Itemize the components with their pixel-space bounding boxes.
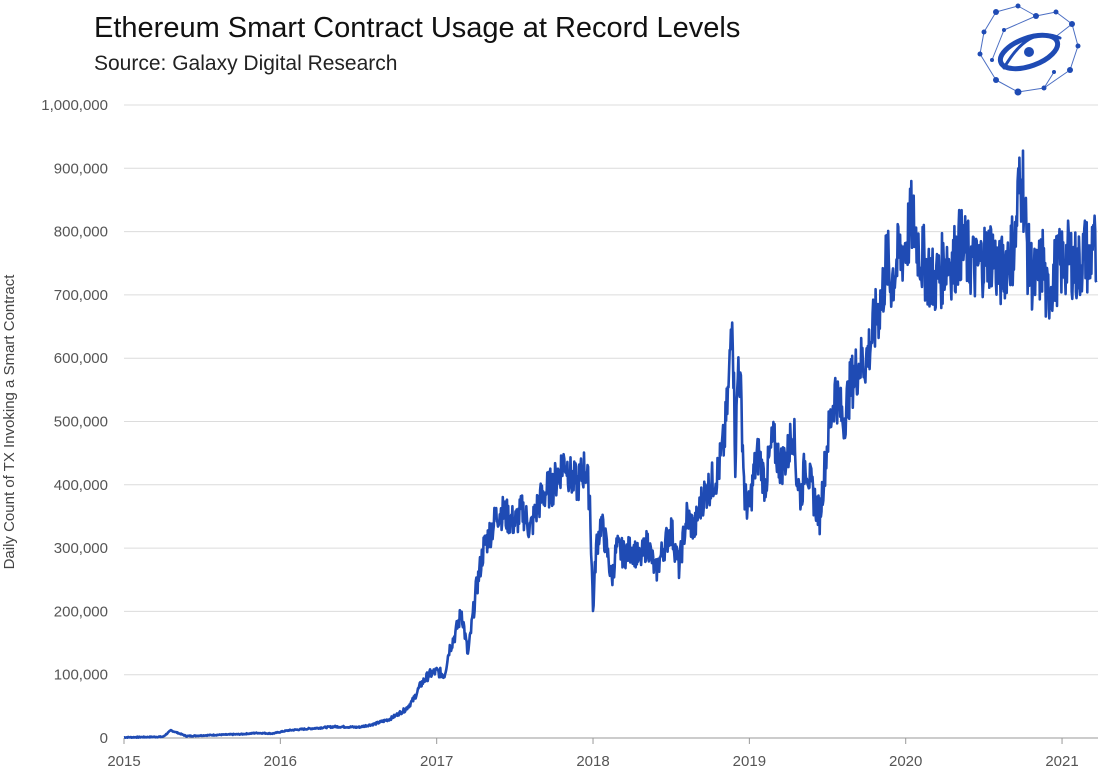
gridlines: [123, 104, 1098, 744]
y-tick-label: 600,000: [54, 350, 108, 367]
y-tick-label: 1,000,000: [41, 97, 108, 114]
x-tick-label: 2019: [733, 753, 766, 770]
x-tick-label: 2016: [264, 753, 297, 770]
y-tick-label: 300,000: [54, 540, 108, 557]
x-axis-ticks: 2015 2016 2017 2018 2019 2020 2021: [107, 753, 1078, 770]
x-tick-label: 2017: [420, 753, 453, 770]
y-tick-label: 400,000: [54, 477, 108, 494]
galaxy-logo-icon: [977, 3, 1081, 96]
y-tick-label: 800,000: [54, 224, 108, 241]
chart-subtitle: Source: Galaxy Digital Research: [94, 52, 398, 75]
x-tick-label: 2020: [889, 753, 922, 770]
y-tick-label: 700,000: [54, 287, 108, 304]
y-tick-label: 900,000: [54, 160, 108, 177]
y-tick-label: 0: [100, 730, 108, 747]
series-line: [123, 149, 1098, 739]
x-tick-label: 2015: [107, 753, 140, 770]
x-tick-label: 2021: [1045, 753, 1078, 770]
y-tick-label: 200,000: [54, 603, 108, 620]
series-layer: [123, 149, 1098, 739]
y-axis-ticks: 0 100,000 200,000 300,000 400,000 500,000 600,…: [41, 97, 108, 747]
chart-title: Ethereum Smart Contract Usage at Record …: [94, 12, 741, 44]
y-tick-label: 500,000: [54, 414, 108, 431]
x-tick-label: 2018: [576, 753, 609, 770]
y-tick-label: 100,000: [54, 667, 108, 684]
y-axis-label: Daily Count of TX Invoking a Smart Contr…: [1, 274, 18, 570]
